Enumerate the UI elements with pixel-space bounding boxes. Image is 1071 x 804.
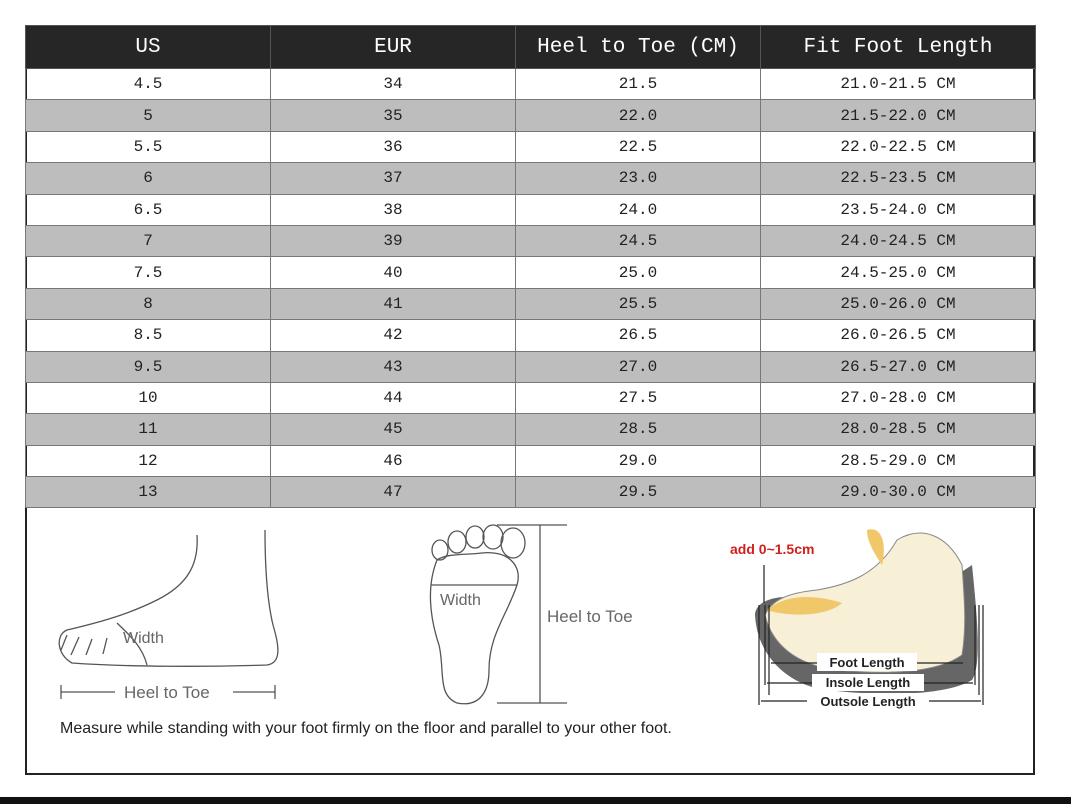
label: Heel to Toe	[124, 683, 210, 702]
table-cell: 27.0-28.0 CM	[760, 381, 1036, 415]
table-row: 5 35 22.0 21.5-22.0 CM	[25, 99, 1036, 132]
table-cell: 8	[25, 287, 271, 321]
table-row: 8.5 42 26.5 26.0-26.5 CM	[25, 319, 1036, 352]
table-cell: 22.5	[515, 130, 761, 164]
bottom-bar	[0, 797, 1071, 804]
label: Outsole Length	[820, 694, 915, 709]
table-cell: 21.0-21.5 CM	[760, 67, 1036, 101]
column-header: EUR	[270, 25, 516, 69]
table-cell: 21.5-22.0 CM	[760, 99, 1036, 132]
table-cell: 6.5	[25, 193, 271, 226]
table-cell: 10	[25, 381, 271, 415]
table-cell: 12	[25, 444, 271, 478]
table-cell: 25.0	[515, 256, 761, 289]
table-cell: 44	[270, 381, 516, 415]
table-cell: 26.0-26.5 CM	[760, 319, 1036, 352]
label-bg	[807, 693, 929, 710]
shoe-section	[755, 529, 984, 705]
header-row: US EUR Heel to Toe (CM) Fit Foot Length	[25, 25, 1036, 69]
table-cell: 4.5	[25, 67, 271, 101]
table-cell: 22.5-23.5 CM	[760, 162, 1036, 195]
table-cell: 5.5	[25, 130, 271, 164]
table-cell: 35	[270, 99, 516, 132]
table-cell: 29.0-30.0 CM	[760, 476, 1036, 509]
table-cell: 26.5-27.0 CM	[760, 350, 1036, 383]
table-row: 6.5 38 24.0 23.5-24.0 CM	[25, 193, 1036, 226]
table-cell: 23.5-24.0 CM	[760, 193, 1036, 226]
table-cell: 24.0-24.5 CM	[760, 224, 1036, 258]
table-cell: 23.0	[515, 162, 761, 195]
table-row: 5.5 36 22.5 22.0-22.5 CM	[25, 130, 1036, 164]
table-cell: 5	[25, 99, 271, 132]
table-cell: 46	[270, 444, 516, 478]
table-cell: 28.0-28.5 CM	[760, 413, 1036, 446]
table-cell: 41	[270, 287, 516, 321]
table-row: 10 44 27.5 27.0-28.0 CM	[25, 381, 1036, 415]
label: add 0~1.5cm	[730, 541, 814, 557]
table-cell: 38	[270, 193, 516, 226]
table-cell: 26.5	[515, 319, 761, 352]
table-row: 9.5 43 27.0 26.5-27.0 CM	[25, 350, 1036, 383]
footprint	[429, 524, 567, 705]
table-cell: 13	[25, 476, 271, 509]
label: Width	[123, 630, 164, 647]
column-header: Heel to Toe (CM)	[515, 25, 761, 69]
table-row: 13 47 29.5 29.0-30.0 CM	[25, 476, 1036, 509]
table-cell: 22.0-22.5 CM	[760, 130, 1036, 164]
side-foot	[58, 529, 279, 699]
label: Foot Length	[829, 655, 904, 670]
size-table: US EUR Heel to Toe (CM) Fit Foot Length 4.5…	[25, 25, 1036, 509]
table-cell: 43	[270, 350, 516, 383]
table-cell: 27.0	[515, 350, 761, 383]
table-row: 4.5 34 21.5 21.0-21.5 CM	[25, 67, 1036, 101]
table-cell: 39	[270, 224, 516, 258]
table-cell: 34	[270, 67, 516, 101]
table-cell: 47	[270, 476, 516, 509]
label: Insole Length	[826, 675, 911, 690]
table-cell: 25.0-26.0 CM	[760, 287, 1036, 321]
table-row: 8 41 25.5 25.0-26.0 CM	[25, 287, 1036, 321]
column-header: Fit Foot Length	[760, 25, 1036, 69]
table-cell: 36	[270, 130, 516, 164]
label-bg	[817, 653, 917, 671]
table-cell: 22.0	[515, 99, 761, 132]
measure-diagrams: Width Heel to Toe Width Heel to Toe add …	[58, 524, 984, 737]
table-cell: 7	[25, 224, 271, 258]
table-cell: 28.5-29.0 CM	[760, 444, 1036, 478]
table-row: 11 45 28.5 28.0-28.5 CM	[25, 413, 1036, 446]
column-header: US	[25, 25, 271, 69]
table-cell: 27.5	[515, 381, 761, 415]
label: Width	[440, 592, 481, 609]
table-cell: 45	[270, 413, 516, 446]
table-cell: 21.5	[515, 67, 761, 101]
table-cell: 11	[25, 413, 271, 446]
label-bg	[812, 674, 924, 691]
caption: Measure while standing with your foot fi…	[60, 720, 672, 737]
table-row: 6 37 23.0 22.5-23.5 CM	[25, 162, 1036, 195]
table-row: 7.5 40 25.0 24.5-25.0 CM	[25, 256, 1036, 289]
table-cell: 25.5	[515, 287, 761, 321]
table-cell: 24.0	[515, 193, 761, 226]
table-cell: 29.5	[515, 476, 761, 509]
table-row: 7 39 24.5 24.0-24.5 CM	[25, 224, 1036, 258]
table-cell: 7.5	[25, 256, 271, 289]
table-cell: 37	[270, 162, 516, 195]
label-bg	[115, 682, 233, 702]
table-cell: 28.5	[515, 413, 761, 446]
table-cell: 6	[25, 162, 271, 195]
table-cell: 29.0	[515, 444, 761, 478]
table-cell: 8.5	[25, 319, 271, 352]
table-cell: 42	[270, 319, 516, 352]
table-cell: 9.5	[25, 350, 271, 383]
table-row: 12 46 29.0 28.5-29.0 CM	[25, 444, 1036, 478]
table-cell: 40	[270, 256, 516, 289]
table-cell: 24.5	[515, 224, 761, 258]
table-cell: 24.5-25.0 CM	[760, 256, 1036, 289]
label: Heel to Toe	[547, 607, 633, 626]
